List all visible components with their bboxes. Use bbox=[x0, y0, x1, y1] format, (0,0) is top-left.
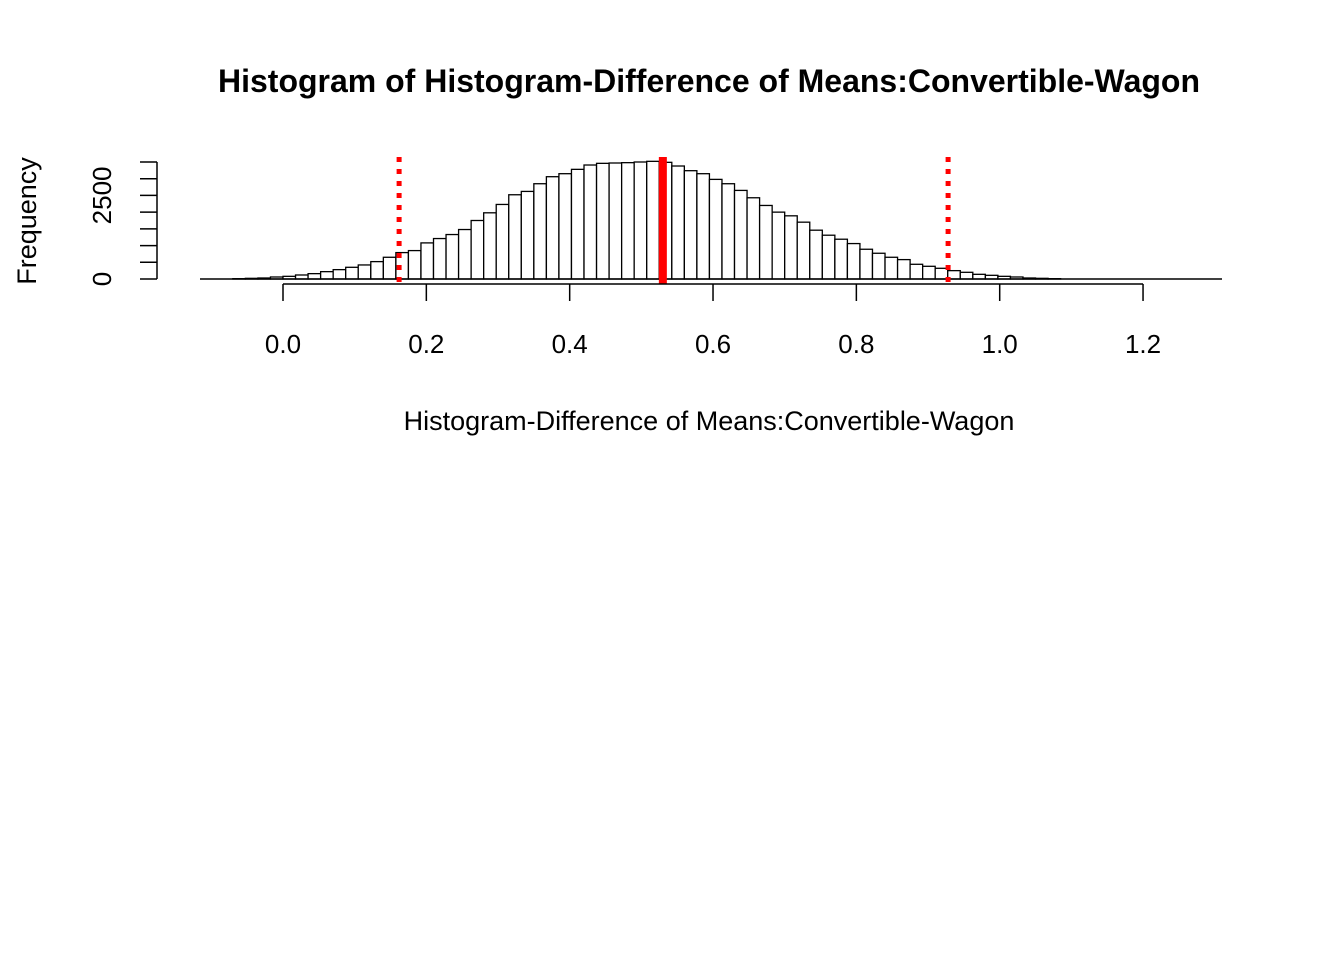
histogram-bar bbox=[809, 229, 823, 280]
y-axis-label: Frequency bbox=[12, 157, 42, 285]
histogram-bar bbox=[520, 190, 535, 280]
histogram-bar bbox=[696, 173, 711, 280]
histogram-bar bbox=[345, 266, 359, 280]
histogram-bar bbox=[483, 212, 497, 280]
x-tick-label: 0.6 bbox=[695, 329, 731, 359]
histogram-bar bbox=[821, 234, 836, 280]
histogram-bar bbox=[445, 233, 460, 280]
x-tick-label: 0.4 bbox=[552, 329, 588, 359]
y-tick-label: 2500 bbox=[87, 167, 117, 225]
histogram-bar bbox=[758, 204, 773, 280]
histogram-bar bbox=[470, 219, 485, 280]
histogram-bar bbox=[846, 242, 861, 280]
histogram-bar bbox=[382, 256, 397, 280]
histogram-bar bbox=[407, 249, 422, 280]
histogram-bar bbox=[370, 260, 384, 280]
histogram-bar bbox=[545, 176, 560, 280]
y-tick-label: 0 bbox=[87, 272, 117, 286]
x-tick-label: 0.8 bbox=[838, 329, 874, 359]
histogram-bar bbox=[708, 178, 723, 280]
x-tick-label: 1.0 bbox=[982, 329, 1018, 359]
histogram-bar bbox=[959, 271, 974, 280]
histogram-bar bbox=[784, 215, 798, 280]
histogram-bar bbox=[332, 268, 347, 280]
histogram-bar bbox=[746, 197, 761, 280]
y-axis: 0 2500 bbox=[87, 161, 158, 286]
histogram-bar bbox=[558, 173, 573, 280]
histogram-bar bbox=[608, 162, 623, 280]
histogram-bar bbox=[796, 221, 811, 280]
histogram-bar bbox=[771, 211, 786, 280]
x-tick-label: 1.2 bbox=[1125, 329, 1161, 359]
histogram-bar bbox=[646, 160, 660, 280]
histogram-bar bbox=[733, 189, 748, 280]
histogram-bar bbox=[671, 165, 685, 280]
histogram-bar bbox=[922, 265, 936, 280]
histogram-bar bbox=[357, 264, 372, 280]
x-axis: 0.0 0.2 0.4 0.6 0.8 1.0 1.2 bbox=[265, 283, 1161, 359]
histogram-bar bbox=[909, 263, 924, 280]
histogram-bar bbox=[595, 162, 610, 280]
histogram-bar bbox=[721, 183, 736, 280]
histogram-bar bbox=[859, 248, 874, 280]
x-tick-label: 0.2 bbox=[408, 329, 444, 359]
chart-title: Histogram of Histogram-Difference of Mea… bbox=[218, 63, 1200, 99]
x-axis-label: Histogram-Difference of Means:Convertibl… bbox=[404, 406, 1015, 436]
histogram-bar bbox=[319, 270, 334, 280]
x-tick-label: 0.0 bbox=[265, 329, 301, 359]
histogram-bar bbox=[583, 164, 598, 280]
reference-lines bbox=[396, 157, 951, 284]
histogram-bar bbox=[508, 194, 522, 280]
histogram-bar bbox=[871, 252, 886, 280]
histogram-bar bbox=[570, 168, 585, 280]
histogram-bar bbox=[896, 258, 911, 280]
histogram-bars bbox=[232, 160, 1062, 280]
histogram-bar bbox=[683, 170, 698, 280]
histogram-bar bbox=[620, 162, 635, 280]
histogram-bar bbox=[432, 237, 447, 280]
histogram-bar bbox=[884, 256, 899, 280]
histogram-bar bbox=[633, 161, 648, 280]
histogram-bar bbox=[495, 203, 510, 280]
histogram-bar bbox=[457, 228, 472, 280]
histogram-bar bbox=[834, 238, 849, 280]
histogram-bar bbox=[420, 242, 435, 280]
histogram-bar bbox=[533, 183, 548, 280]
histogram-bar bbox=[307, 272, 322, 280]
